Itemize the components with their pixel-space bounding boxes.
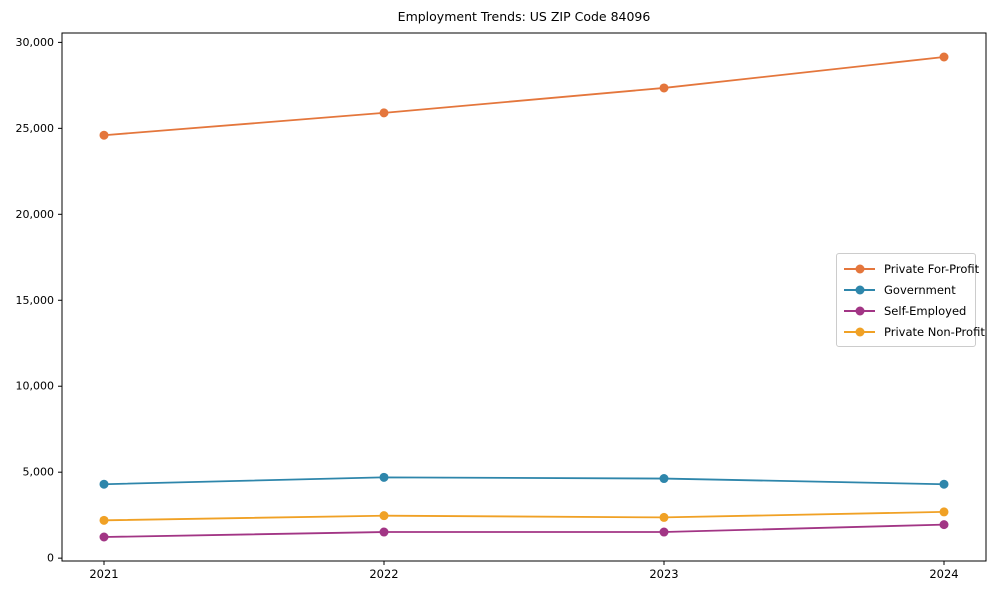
data-point: [379, 108, 389, 118]
legend-item: Government: [844, 279, 975, 300]
legend-item: Self-Employed: [844, 300, 975, 321]
data-point: [99, 479, 109, 489]
y-tick-label: 15,000: [16, 294, 55, 307]
data-point: [379, 511, 389, 521]
legend-label: Self-Employed: [884, 303, 967, 318]
series-line-self-employed: [103, 523, 945, 538]
legend-marker-icon: [844, 305, 875, 316]
data-point: [99, 532, 109, 542]
legend-item: Private For-Profit: [844, 258, 979, 279]
data-point: [659, 512, 669, 522]
legend-label: Private Non-Profit: [884, 324, 985, 339]
data-point: [379, 472, 389, 482]
legend-label: Private For-Profit: [884, 261, 980, 276]
chart-title: Employment Trends: US ZIP Code 84096: [397, 9, 651, 24]
data-point: [379, 527, 389, 537]
legend-marker-icon: [844, 284, 875, 295]
data-point: [659, 527, 669, 537]
data-point: [659, 474, 669, 484]
y-tick-label: 25,000: [16, 122, 55, 135]
x-tick-label: 2021: [89, 567, 118, 581]
y-tick-label: 0: [47, 552, 54, 565]
y-tick-label: 5,000: [23, 466, 55, 479]
series-line-government: [103, 476, 945, 486]
y-tick-label: 30,000: [16, 36, 55, 49]
data-point: [99, 515, 109, 525]
x-tick-label: 2024: [929, 567, 958, 581]
legend: Private For-Profit Government Self-Employe…: [836, 253, 985, 347]
data-point: [939, 520, 949, 530]
legend-marker-icon: [844, 326, 875, 337]
y-tick-label: 10,000: [16, 380, 55, 393]
data-point: [939, 52, 949, 62]
x-tick-label: 2023: [649, 567, 678, 581]
legend-label: Government: [884, 282, 956, 297]
series-line-private-non-profit: [103, 510, 945, 522]
data-point: [939, 507, 949, 517]
data-point: [659, 83, 669, 93]
data-point: [99, 130, 109, 140]
x-tick-label: 2022: [369, 567, 398, 581]
legend-item: Private Non-Profit: [844, 321, 985, 342]
legend-marker-icon: [844, 263, 875, 274]
data-point: [939, 479, 949, 489]
series-line-private-for-profit: [103, 56, 945, 137]
y-tick-label: 20,000: [16, 208, 55, 221]
plot-border: [61, 32, 987, 562]
